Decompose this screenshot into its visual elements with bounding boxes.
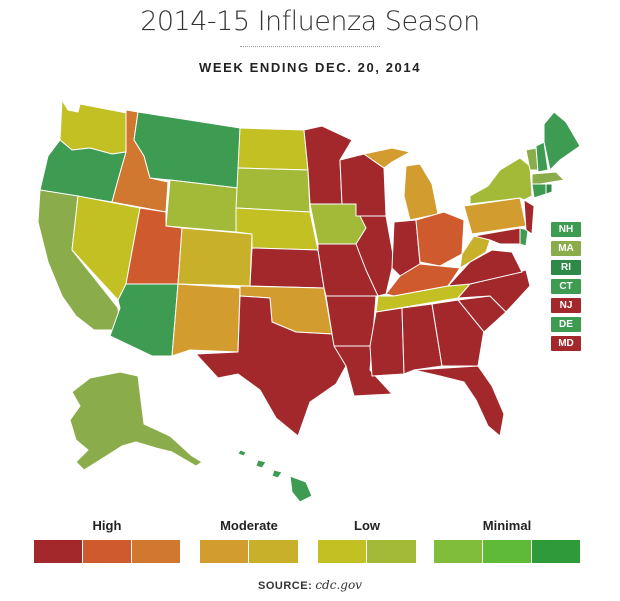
page-title: 2014-15 Influenza Season: [140, 6, 480, 37]
legend-swatch-moderate-1: [200, 540, 248, 563]
state-hawaii[interactable]: [237, 449, 313, 503]
legend-label-high: High: [92, 518, 122, 533]
state-kansas[interactable]: [249, 247, 325, 289]
source-link[interactable]: cdc.gov: [315, 578, 362, 592]
state-arizona[interactable]: [109, 283, 179, 357]
source-credit: SOURCE: cdc.gov: [0, 578, 620, 592]
state-washington[interactable]: [59, 99, 133, 155]
badge-ri[interactable]: RI: [551, 260, 581, 275]
state-maine[interactable]: [543, 111, 581, 171]
state-massachusetts[interactable]: [531, 171, 565, 185]
legend-label-low: Low: [354, 518, 380, 533]
source-label: SOURCE:: [258, 580, 313, 592]
page-subtitle: WEEK ENDING DEC. 20, 2014: [198, 60, 422, 75]
title-divider: [240, 46, 380, 47]
state-connecticut[interactable]: [531, 183, 547, 199]
state-ohio[interactable]: [415, 211, 465, 267]
legend-swatch-high-3: [132, 540, 180, 563]
state-wyoming[interactable]: [165, 179, 239, 233]
legend-swatch-minimal-3: [532, 540, 580, 563]
badge-nh[interactable]: NH: [551, 222, 581, 237]
badge-nj[interactable]: NJ: [551, 298, 581, 313]
state-new-mexico[interactable]: [171, 283, 241, 357]
state-michigan-upper[interactable]: [363, 147, 411, 169]
state-texas[interactable]: [195, 295, 347, 437]
legend-label-moderate: Moderate: [220, 518, 278, 533]
state-alabama[interactable]: [401, 303, 443, 375]
legend-swatch-high-2: [83, 540, 131, 563]
legend-swatch-minimal-2: [483, 540, 531, 563]
state-south-dakota[interactable]: [235, 167, 311, 213]
badge-de[interactable]: DE: [551, 317, 581, 332]
state-michigan[interactable]: [403, 163, 439, 221]
legend-swatch-moderate-2: [249, 540, 298, 563]
state-mississippi[interactable]: [369, 307, 405, 377]
state-alaska[interactable]: [69, 371, 203, 471]
state-arkansas[interactable]: [325, 295, 377, 347]
legend-swatch-low-2: [367, 540, 416, 563]
state-delaware[interactable]: [519, 227, 529, 247]
legend-swatch-high-1: [34, 540, 82, 563]
badge-ct[interactable]: CT: [551, 279, 581, 294]
state-florida[interactable]: [413, 365, 505, 437]
badge-ma[interactable]: MA: [551, 241, 581, 256]
state-new-york[interactable]: [469, 157, 533, 205]
legend-swatch-minimal-1: [434, 540, 482, 563]
badge-md[interactable]: MD: [551, 336, 581, 351]
state-rhode-island[interactable]: [545, 183, 553, 195]
state-new-jersey[interactable]: [523, 199, 535, 235]
legend-swatch-low-1: [318, 540, 366, 563]
state-colorado[interactable]: [177, 227, 253, 287]
state-north-dakota[interactable]: [237, 127, 309, 171]
state-maryland[interactable]: [473, 227, 523, 245]
legend-label-minimal: Minimal: [482, 518, 532, 533]
state-montana[interactable]: [133, 111, 241, 189]
state-new-hampshire[interactable]: [535, 141, 549, 173]
